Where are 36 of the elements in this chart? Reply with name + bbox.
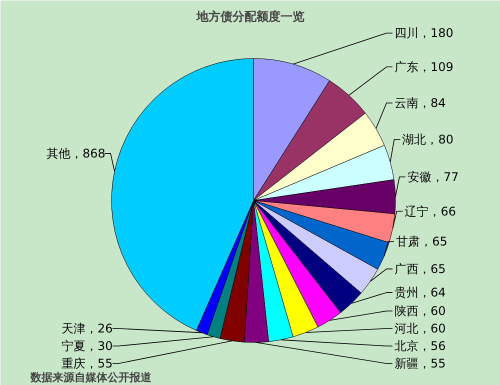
slice-label: 天津 (62, 322, 86, 336)
text: 数据来源自媒体公开报道 (30, 371, 152, 384)
data-label: ，56 (418, 339, 446, 353)
data-label: ，64 (418, 286, 446, 300)
data-label: ，60 (418, 322, 446, 336)
data-label: ，77 (431, 170, 459, 184)
data-label: ，80 (426, 132, 454, 146)
slice-label: 湖北 (402, 132, 426, 146)
data-label: ，60 (418, 304, 446, 318)
slice-label: 安徽 (407, 170, 432, 184)
slice-label: 贵州 (394, 286, 418, 300)
slice-label: 云南 (394, 96, 418, 110)
slice-label: 其他 (46, 146, 71, 160)
slice-label: 重庆 (62, 356, 86, 370)
chart-title: 地方债分配额度一览 (196, 10, 304, 24)
data-label: ，868 (70, 146, 106, 160)
data-label: ，109 (418, 60, 454, 74)
data-label: ，66 (428, 204, 456, 218)
slice-label: 广西 (394, 262, 418, 276)
slice-label: 甘肃 (396, 234, 420, 248)
data-label: ，84 (418, 96, 446, 110)
slice-label: 辽宁 (404, 204, 429, 218)
slice-label: 北京 (394, 339, 418, 353)
data-label: ，65 (420, 234, 448, 248)
slice-label: 陕西 (394, 304, 418, 318)
data-label: ，180 (418, 26, 454, 40)
slice-label: 四川 (394, 26, 418, 40)
slice-label: 新疆 (394, 356, 418, 370)
slice-label: 河北 (394, 322, 418, 336)
data-label: ，30 (86, 339, 113, 353)
slice-label: 宁夏 (62, 339, 86, 353)
data-label: ，55 (418, 356, 446, 370)
slice-label: 广东 (394, 60, 418, 74)
data-label: ，26 (86, 322, 113, 336)
data-label: ，65 (418, 262, 446, 276)
data-label: ，55 (86, 356, 113, 370)
